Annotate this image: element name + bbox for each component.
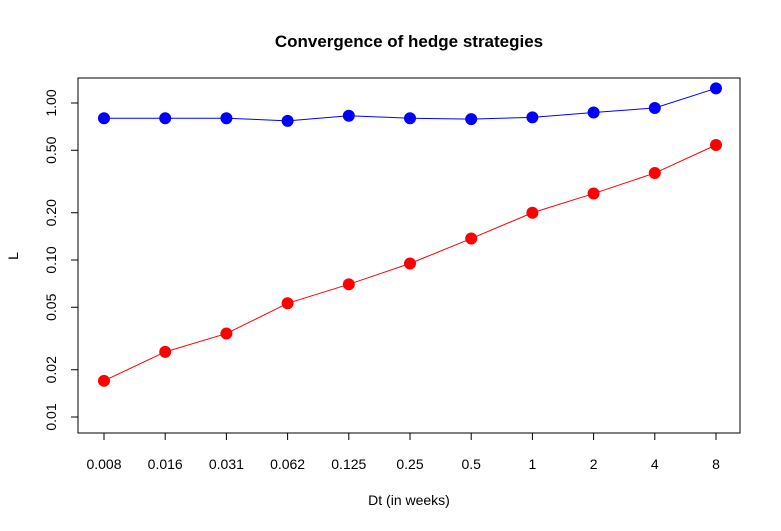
data-point (220, 112, 233, 125)
data-point (342, 278, 355, 291)
series-layer (98, 82, 722, 387)
series-1 (98, 82, 722, 127)
plot-frame (77, 77, 741, 434)
data-point (404, 257, 416, 270)
data-point (281, 297, 294, 310)
data-point (281, 114, 294, 127)
x-tick-label: 0.125 (331, 456, 366, 472)
data-point (404, 112, 416, 125)
data-point (587, 187, 600, 200)
data-point (710, 82, 722, 95)
x-axis: 0.008 0.016 0.031 0.062 0.125 0.25 0.5 1 2 4 8 (86, 432, 720, 472)
x-tick-label: 8 (712, 456, 720, 472)
data-point (526, 111, 539, 124)
x-axis-label: Dt (in weeks) (368, 492, 450, 508)
x-tick-label: 0.5 (461, 456, 481, 472)
data-point (710, 139, 722, 152)
data-point (98, 374, 110, 387)
y-tick-label: 0.01 (43, 403, 59, 430)
y-tick-label: 0.10 (43, 246, 59, 273)
x-tick-label: 1 (529, 456, 537, 472)
y-tick-label: 0.50 (43, 136, 59, 163)
data-point (587, 106, 600, 119)
data-point (465, 232, 478, 245)
y-tick-label: 0.05 (43, 293, 59, 320)
chart-title: Convergence of hedge strategies (275, 32, 543, 51)
x-tick-label: 0.031 (209, 456, 244, 472)
x-tick-label: 4 (651, 456, 659, 472)
data-point (342, 109, 355, 122)
data-point (159, 345, 172, 358)
data-point (98, 112, 110, 125)
data-point (465, 113, 478, 126)
y-tick-label: 0.02 (43, 356, 59, 383)
x-tick-label: 0.008 (86, 456, 121, 472)
x-tick-label: 2 (590, 456, 598, 472)
data-point (526, 206, 539, 219)
x-tick-label: 0.062 (270, 456, 305, 472)
y-axis: 0.01 0.02 0.05 0.10 0.20 0.50 1.00 (43, 89, 79, 431)
data-point (159, 112, 172, 125)
data-point (648, 101, 661, 114)
y-axis-label: L (5, 252, 21, 260)
y-tick-label: 0.20 (43, 199, 59, 226)
y-tick-label: 1.00 (43, 89, 59, 116)
series-2 (98, 139, 722, 387)
x-tick-label: 0.016 (148, 456, 183, 472)
data-point (648, 167, 661, 180)
data-point (220, 327, 233, 340)
x-tick-label: 0.25 (396, 456, 423, 472)
